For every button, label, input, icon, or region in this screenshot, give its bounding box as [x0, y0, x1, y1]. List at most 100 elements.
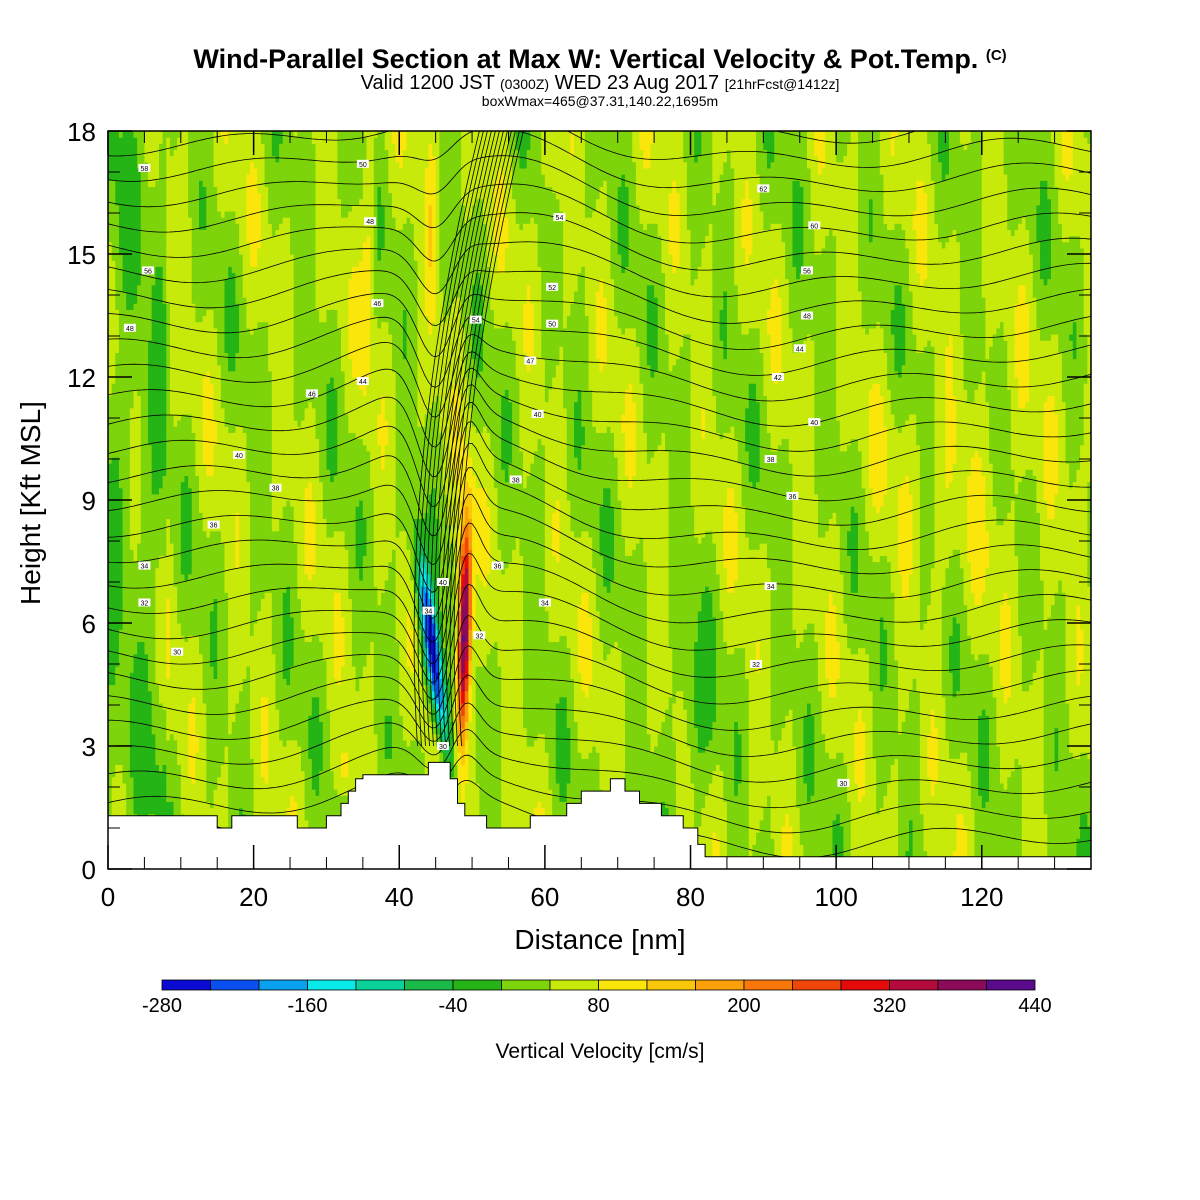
velocity-cell — [235, 536, 240, 544]
velocity-cell — [180, 143, 186, 151]
velocity-cell — [228, 727, 233, 735]
velocity-cell — [235, 198, 240, 206]
velocity-cell — [126, 450, 131, 458]
velocity-cell — [253, 493, 258, 501]
velocity-cell — [148, 567, 153, 575]
velocity-cell — [217, 493, 222, 501]
velocity-cell — [137, 333, 142, 341]
velocity-cell — [206, 727, 211, 735]
velocity-cell — [209, 364, 215, 372]
velocity-cell — [199, 358, 204, 366]
velocity-cell — [239, 795, 244, 802]
velocity-cell — [166, 561, 171, 569]
velocity-cell — [111, 500, 116, 507]
velocity-cell — [148, 592, 153, 599]
velocity-cell — [231, 463, 237, 470]
velocity-cell — [111, 610, 116, 618]
velocity-cell — [118, 229, 124, 237]
velocity-cell — [224, 352, 229, 360]
velocity-cell — [166, 579, 171, 587]
velocity-cell — [169, 469, 175, 476]
velocity-cell — [126, 131, 131, 138]
velocity-cell — [111, 758, 116, 766]
velocity-cell — [249, 487, 255, 495]
velocity-cell — [199, 235, 204, 243]
velocity-cell — [220, 764, 226, 772]
velocity-cell — [148, 315, 153, 323]
velocity-cell — [140, 149, 146, 157]
velocity-cell — [118, 321, 124, 329]
velocity-cell — [209, 530, 215, 538]
velocity-cell — [249, 604, 255, 612]
velocity-cell — [206, 204, 211, 212]
velocity-cell — [108, 801, 113, 809]
velocity-cell — [129, 131, 135, 138]
velocity-cell — [242, 247, 247, 255]
velocity-cell — [213, 782, 218, 790]
velocity-cell — [242, 506, 247, 513]
velocity-cell — [235, 377, 240, 384]
velocity-cell — [228, 493, 233, 501]
velocity-cell — [129, 629, 135, 636]
velocity-cell — [111, 764, 116, 772]
velocity-cell — [209, 727, 215, 735]
velocity-cell — [133, 487, 138, 495]
velocity-cell — [242, 137, 247, 144]
velocity-cell — [231, 623, 237, 630]
velocity-cell — [162, 426, 167, 433]
velocity-cell — [108, 481, 113, 489]
velocity-cell — [209, 333, 215, 341]
velocity-cell — [166, 186, 171, 194]
velocity-cell — [162, 377, 167, 384]
velocity-cell — [188, 567, 193, 575]
velocity-cell — [224, 795, 229, 802]
velocity-cell — [151, 377, 156, 384]
velocity-cell — [111, 149, 116, 157]
velocity-cell — [118, 530, 124, 538]
velocity-cell — [188, 278, 193, 286]
velocity-cell — [140, 807, 146, 815]
velocity-cell — [180, 290, 186, 298]
velocity-cell — [228, 180, 233, 187]
velocity-cell — [202, 543, 207, 550]
velocity-cell — [129, 401, 135, 409]
velocity-cell — [246, 733, 251, 741]
velocity-cell — [206, 377, 211, 384]
velocity-cell — [224, 340, 229, 347]
velocity-cell — [242, 758, 247, 766]
velocity-cell — [191, 247, 196, 255]
velocity-cell — [257, 721, 262, 729]
velocity-cell — [177, 444, 182, 452]
velocity-cell — [253, 309, 258, 317]
velocity-cell — [177, 204, 182, 212]
velocity-cell — [199, 297, 204, 304]
velocity-cell — [202, 346, 207, 353]
velocity-cell — [137, 702, 142, 710]
velocity-cell — [235, 795, 240, 802]
velocity-cell — [108, 272, 113, 280]
velocity-cell — [253, 672, 258, 679]
velocity-cell — [220, 592, 226, 599]
velocity-cell — [126, 161, 131, 169]
velocity-cell — [191, 456, 196, 464]
velocity-cell — [155, 204, 160, 212]
velocity-cell — [118, 432, 124, 440]
velocity-cell — [217, 653, 222, 661]
velocity-cell — [144, 475, 149, 483]
velocity-cell — [228, 758, 233, 766]
velocity-cell — [118, 579, 124, 587]
velocity-cell — [155, 549, 160, 556]
velocity-cell — [108, 641, 113, 649]
velocity-cell — [257, 727, 262, 735]
velocity-cell — [177, 352, 182, 360]
velocity-cell — [162, 278, 167, 286]
velocity-cell — [249, 641, 255, 649]
velocity-cell — [118, 770, 124, 778]
velocity-cell — [239, 715, 244, 722]
velocity-cell — [253, 727, 258, 735]
velocity-cell — [199, 598, 204, 606]
velocity-cell — [108, 776, 113, 784]
velocity-cell — [191, 500, 196, 507]
velocity-cell — [111, 776, 116, 784]
velocity-cell — [126, 598, 131, 606]
